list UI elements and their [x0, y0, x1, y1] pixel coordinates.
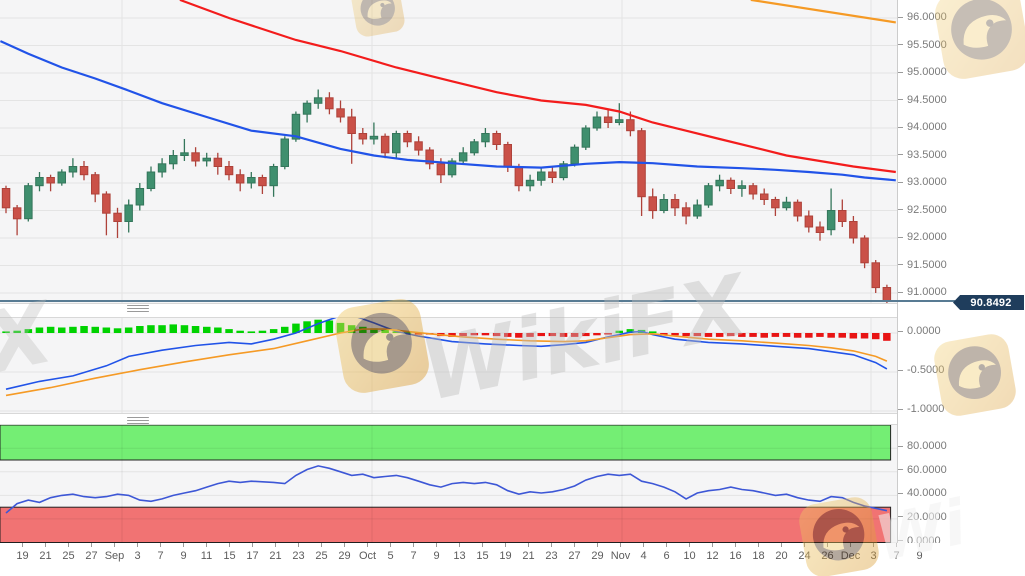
current-price-badge: 90.8492: [953, 295, 1024, 310]
x-axis-label: 25: [315, 550, 328, 562]
x-axis-label: 12: [706, 550, 719, 562]
macd-signal-line: [5, 328, 888, 397]
x-axis-label: 21: [522, 550, 535, 562]
x-axis-label: 6: [663, 550, 670, 562]
x-axis-label: 5: [387, 550, 394, 562]
y-axis-label: 93.5000: [897, 149, 947, 161]
x-axis-label: 29: [338, 550, 351, 562]
x-axis-label: 25: [62, 550, 75, 562]
x-axis-label: 21: [269, 550, 282, 562]
x-axis-label: 17: [246, 550, 259, 562]
x-axis-label: Oct: [358, 550, 377, 562]
rsi-panel[interactable]: [0, 424, 897, 545]
x-axis-label: 15: [476, 550, 489, 562]
x-axis-label: 23: [292, 550, 305, 562]
panel-resize-handle-icon[interactable]: [127, 304, 149, 313]
macd-chart-canvas[interactable]: [0, 318, 897, 413]
ma-orange-line: [750, 0, 896, 24]
ma-red-line: [179, 0, 896, 174]
x-axis-label: 9: [180, 550, 187, 562]
time-axis-ticks: [22, 543, 920, 547]
x-axis-label: 16: [729, 550, 742, 562]
axis-separator: [897, 0, 898, 543]
y-axis-label: 92.0000: [897, 231, 947, 243]
x-axis-label: 19: [499, 550, 512, 562]
x-axis-label: 3: [870, 550, 877, 562]
x-axis-label: 11: [200, 550, 213, 562]
x-axis-label: 27: [568, 550, 581, 562]
y-axis-label: 91.0000: [897, 286, 947, 298]
x-axis-label: 27: [85, 550, 98, 562]
panel-resize-handle-icon[interactable]: [127, 416, 149, 425]
y-axis-label: 94.0000: [897, 121, 947, 133]
rsi-overbought-zone: [0, 425, 892, 461]
x-axis-label: 15: [223, 550, 236, 562]
x-axis-label: 21: [39, 550, 52, 562]
current-price-line: [0, 300, 955, 302]
y-axis-label: 91.5000: [897, 259, 947, 271]
x-axis-label: Sep: [104, 550, 125, 562]
price-axis[interactable]: 96.0000 95.5000 95.0000 94.5000 94.0000 93.50…: [897, 0, 1025, 547]
y-axis-label: 80.0000: [897, 440, 947, 452]
y-axis-label: 40.0000: [897, 487, 947, 499]
y-axis-label: 60.0000: [897, 464, 947, 476]
x-axis-label: 4: [640, 550, 647, 562]
x-axis-label: 20: [775, 550, 788, 562]
x-axis-label: 24: [798, 550, 811, 562]
macd-panel[interactable]: [0, 317, 897, 414]
rsi-chart-canvas[interactable]: [0, 425, 897, 544]
x-axis-label: 7: [893, 550, 900, 562]
x-axis-label: 7: [410, 550, 417, 562]
x-axis-label: Nov: [610, 550, 631, 562]
y-axis-label: -1.0000: [897, 403, 944, 415]
macd-line: [5, 318, 888, 390]
rsi-oversold-zone: [0, 506, 892, 543]
y-axis-label: 93.0000: [897, 176, 947, 188]
x-axis-label: Dec: [840, 550, 861, 562]
x-axis-label: 3: [134, 550, 141, 562]
x-axis-label: 10: [683, 550, 696, 562]
y-axis-label: 92.5000: [897, 204, 947, 216]
rsi-line: [5, 465, 888, 514]
x-axis-label: 9: [433, 550, 440, 562]
x-axis-label: 7: [157, 550, 164, 562]
x-axis-label: 26: [821, 550, 834, 562]
x-axis-label: 19: [16, 550, 29, 562]
x-axis-label: 29: [591, 550, 604, 562]
time-axis[interactable]: 19 21 25 27 Sep 3 7 9 11 15 17 21 23 25 29 Oct 5 7 9 13 15 19…: [0, 543, 1025, 576]
y-axis-label: 96.0000: [897, 11, 947, 23]
price-chart-canvas[interactable]: [0, 0, 897, 303]
x-axis-label: 18: [752, 550, 765, 562]
y-axis-label: 94.5000: [897, 94, 947, 106]
x-axis-label: 13: [453, 550, 466, 562]
y-axis-label: 95.5000: [897, 39, 947, 51]
price-panel[interactable]: [0, 0, 897, 304]
ma-blue-line: [0, 40, 896, 182]
macd-histogram: [2, 319, 891, 341]
current-price-value: 90.8492: [970, 296, 1012, 309]
candles-layer: [1, 89, 892, 303]
y-axis-label: 20.0000: [897, 511, 947, 523]
x-axis-label: 9: [916, 550, 923, 562]
x-axis-label: 23: [545, 550, 558, 562]
y-axis-label: -0.5000: [897, 364, 944, 376]
y-axis-label: 0.0000: [897, 325, 941, 337]
y-axis-label: 95.0000: [897, 66, 947, 78]
